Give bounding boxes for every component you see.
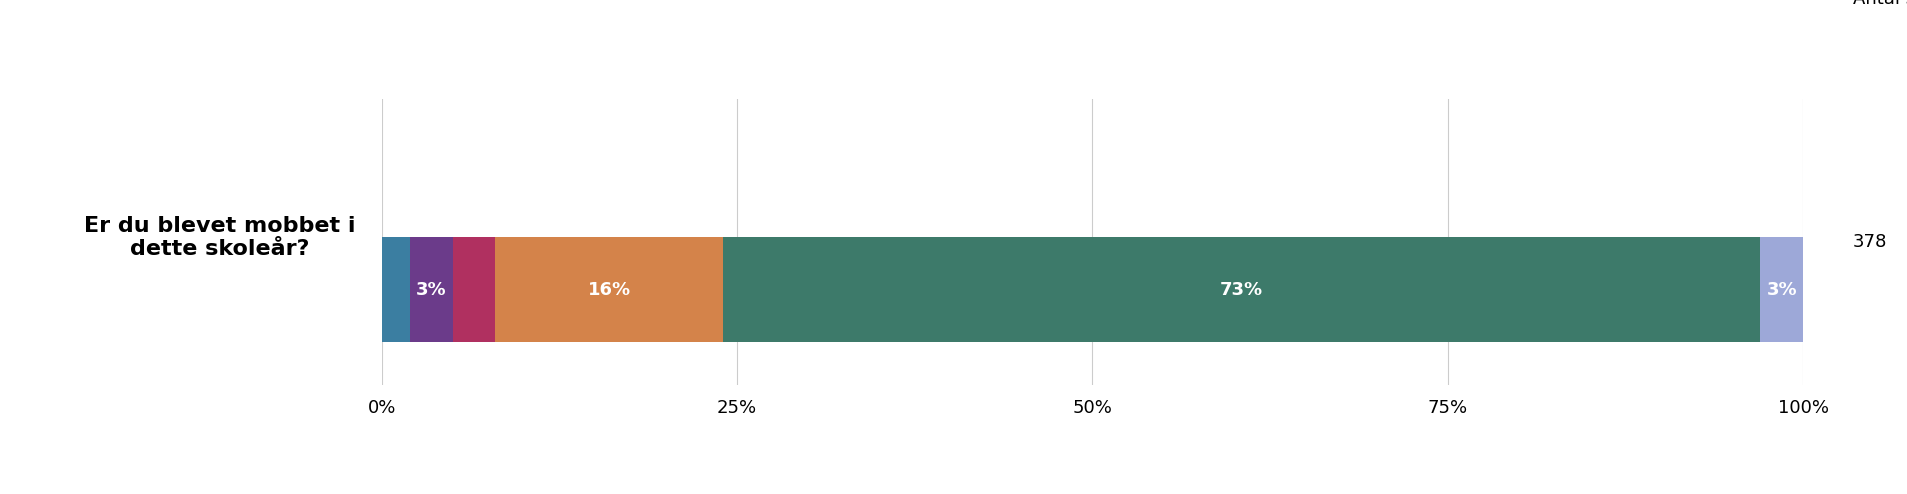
Bar — [723, 237, 1760, 342]
Bar — [410, 237, 452, 342]
Bar — [1760, 237, 1802, 342]
Text: 16%: 16% — [587, 281, 631, 299]
Bar — [452, 237, 496, 342]
Text: 3%: 3% — [416, 281, 446, 299]
Text: 378: 378 — [1852, 233, 1886, 251]
Text: Antal svar: Antal svar — [1852, 0, 1907, 7]
Bar — [496, 237, 723, 342]
Text: 73%: 73% — [1219, 281, 1262, 299]
Text: Er du blevet mobbet i
dette skoleår?: Er du blevet mobbet i dette skoleår? — [84, 215, 355, 259]
Bar — [381, 237, 410, 342]
Text: 3%: 3% — [1766, 281, 1796, 299]
